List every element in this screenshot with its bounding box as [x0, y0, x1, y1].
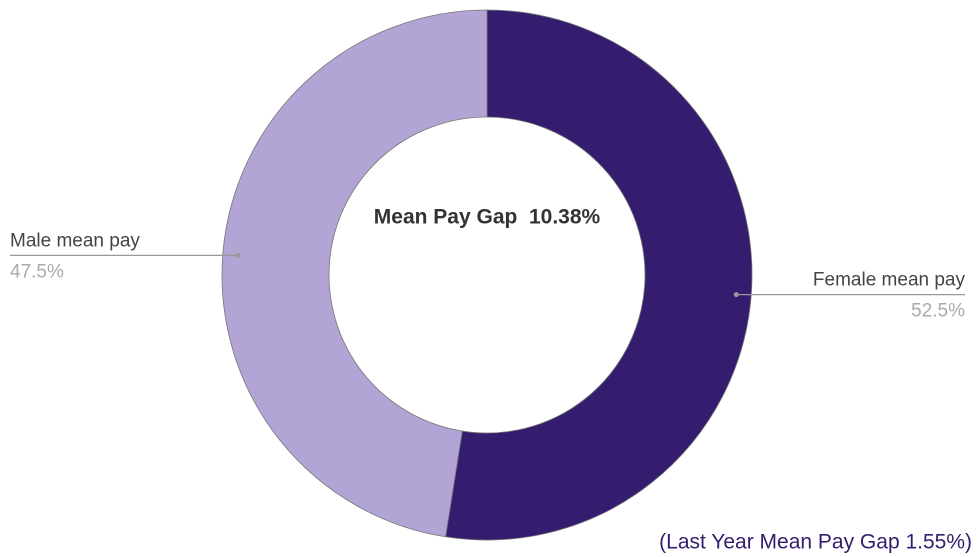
- slice: [445, 9, 753, 541]
- slice-value: 52.5%: [911, 301, 965, 322]
- slice-value: 47.5%: [10, 261, 64, 282]
- center-text: Mean Pay Gap 10.38%: [374, 206, 601, 229]
- slices: [221, 9, 753, 541]
- slice-label: Male mean pay: [10, 230, 140, 251]
- leader-dot: [235, 252, 241, 258]
- annotation: (Last Year Mean Pay Gap 1.55%): [659, 531, 972, 554]
- slice: [221, 9, 488, 538]
- leader-dot: [733, 292, 739, 298]
- slice-label: Female mean pay: [813, 270, 966, 291]
